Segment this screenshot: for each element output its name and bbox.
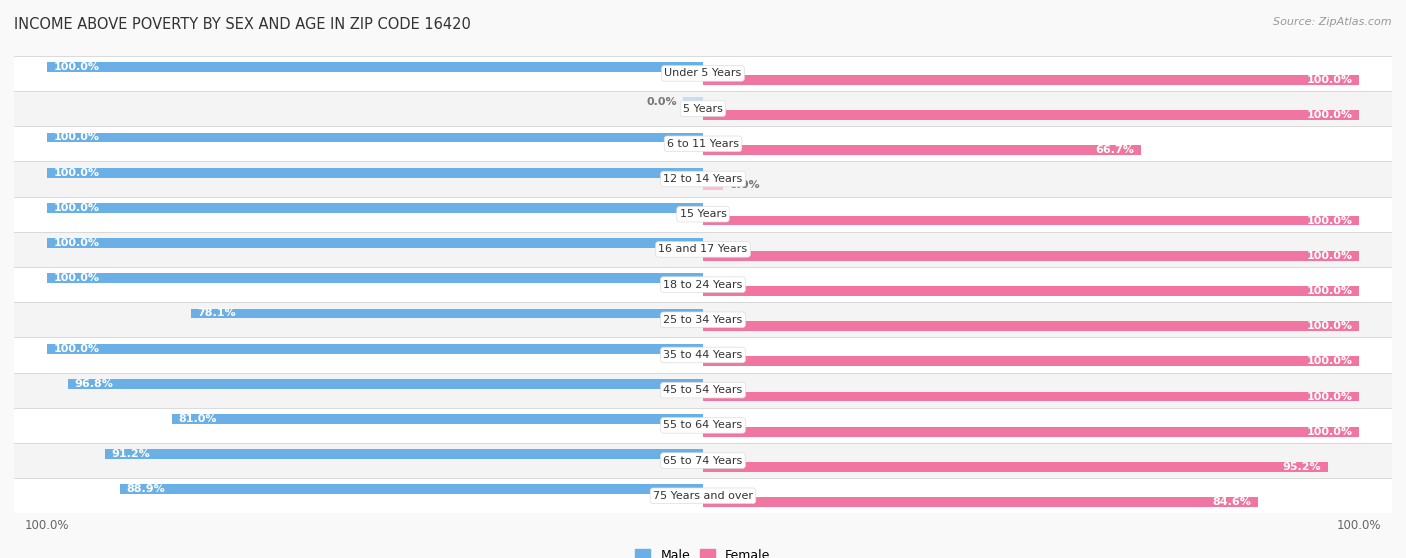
Text: 5 Years: 5 Years bbox=[683, 104, 723, 114]
Text: 100.0%: 100.0% bbox=[53, 132, 100, 142]
Bar bbox=[703, 462, 1327, 472]
Bar bbox=[0, 126, 1406, 161]
Bar bbox=[703, 110, 1360, 120]
Bar bbox=[683, 97, 703, 107]
Bar bbox=[703, 75, 1360, 85]
Bar bbox=[46, 168, 703, 177]
Bar bbox=[46, 133, 703, 142]
Text: 12 to 14 Years: 12 to 14 Years bbox=[664, 174, 742, 184]
Text: 18 to 24 Years: 18 to 24 Years bbox=[664, 280, 742, 290]
Bar bbox=[0, 161, 1406, 196]
Bar bbox=[104, 449, 703, 459]
Text: 0.0%: 0.0% bbox=[647, 97, 676, 107]
Bar bbox=[703, 497, 1258, 507]
Text: 100.0%: 100.0% bbox=[53, 238, 100, 248]
Bar bbox=[67, 379, 703, 389]
Text: 66.7%: 66.7% bbox=[1095, 145, 1135, 155]
Bar bbox=[703, 286, 1360, 296]
Bar bbox=[46, 344, 703, 354]
Bar bbox=[0, 408, 1406, 443]
Text: 100.0%: 100.0% bbox=[1306, 110, 1353, 120]
Text: 100.0%: 100.0% bbox=[53, 344, 100, 354]
Bar bbox=[703, 392, 1360, 401]
Bar bbox=[703, 215, 1360, 225]
Bar bbox=[0, 267, 1406, 302]
Bar bbox=[46, 203, 703, 213]
Text: 100.0%: 100.0% bbox=[1306, 321, 1353, 331]
Bar bbox=[0, 232, 1406, 267]
Bar bbox=[0, 196, 1406, 232]
Bar bbox=[0, 338, 1406, 373]
Text: 65 to 74 Years: 65 to 74 Years bbox=[664, 455, 742, 465]
Bar bbox=[0, 302, 1406, 338]
Text: 25 to 34 Years: 25 to 34 Years bbox=[664, 315, 742, 325]
Text: 96.8%: 96.8% bbox=[75, 379, 114, 389]
Text: 78.1%: 78.1% bbox=[197, 309, 236, 319]
Text: 6 to 11 Years: 6 to 11 Years bbox=[666, 139, 740, 149]
Text: 100.0%: 100.0% bbox=[53, 203, 100, 213]
Text: 88.9%: 88.9% bbox=[127, 484, 165, 494]
Text: 75 Years and over: 75 Years and over bbox=[652, 491, 754, 501]
Text: 84.6%: 84.6% bbox=[1212, 497, 1251, 507]
Legend: Male, Female: Male, Female bbox=[630, 543, 776, 558]
Text: 100.0%: 100.0% bbox=[1306, 286, 1353, 296]
Bar bbox=[46, 238, 703, 248]
Text: INCOME ABOVE POVERTY BY SEX AND AGE IN ZIP CODE 16420: INCOME ABOVE POVERTY BY SEX AND AGE IN Z… bbox=[14, 17, 471, 32]
Bar bbox=[0, 91, 1406, 126]
Text: Under 5 Years: Under 5 Years bbox=[665, 69, 741, 78]
Bar bbox=[703, 357, 1360, 366]
Text: 45 to 54 Years: 45 to 54 Years bbox=[664, 385, 742, 395]
Bar bbox=[172, 414, 703, 424]
Text: 35 to 44 Years: 35 to 44 Years bbox=[664, 350, 742, 360]
Text: 100.0%: 100.0% bbox=[53, 62, 100, 72]
Text: 16 and 17 Years: 16 and 17 Years bbox=[658, 244, 748, 254]
Text: 100.0%: 100.0% bbox=[1306, 75, 1353, 85]
Bar bbox=[703, 145, 1140, 155]
Text: 91.2%: 91.2% bbox=[111, 449, 150, 459]
Bar bbox=[703, 180, 723, 190]
Text: 95.2%: 95.2% bbox=[1282, 462, 1322, 472]
Bar bbox=[120, 484, 703, 494]
Text: 100.0%: 100.0% bbox=[1306, 392, 1353, 402]
Text: Source: ZipAtlas.com: Source: ZipAtlas.com bbox=[1274, 17, 1392, 27]
Bar bbox=[46, 273, 703, 283]
Bar bbox=[703, 321, 1360, 331]
Text: 100.0%: 100.0% bbox=[53, 273, 100, 283]
Text: 15 Years: 15 Years bbox=[679, 209, 727, 219]
Text: 55 to 64 Years: 55 to 64 Years bbox=[664, 420, 742, 430]
Text: 100.0%: 100.0% bbox=[1306, 427, 1353, 437]
Text: 100.0%: 100.0% bbox=[1306, 357, 1353, 366]
Text: 81.0%: 81.0% bbox=[179, 414, 217, 424]
Text: 0.0%: 0.0% bbox=[730, 180, 759, 190]
Bar bbox=[191, 309, 703, 319]
Bar bbox=[0, 56, 1406, 91]
Bar bbox=[0, 443, 1406, 478]
Bar bbox=[0, 478, 1406, 513]
Text: 100.0%: 100.0% bbox=[53, 167, 100, 177]
Bar bbox=[0, 373, 1406, 408]
Bar bbox=[703, 251, 1360, 261]
Text: 100.0%: 100.0% bbox=[1306, 215, 1353, 225]
Bar bbox=[46, 62, 703, 72]
Text: 100.0%: 100.0% bbox=[1306, 251, 1353, 261]
Bar bbox=[703, 427, 1360, 436]
